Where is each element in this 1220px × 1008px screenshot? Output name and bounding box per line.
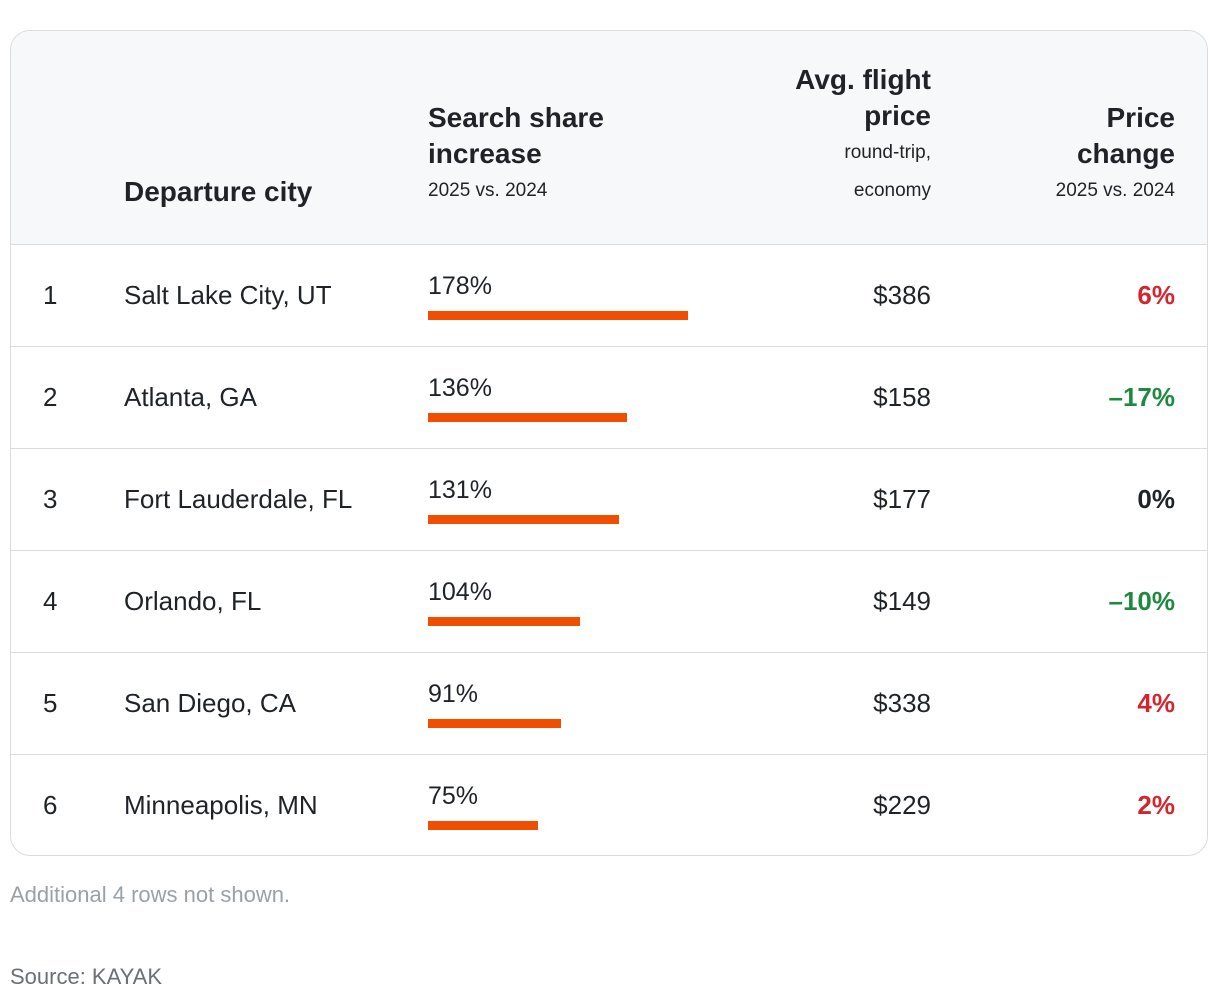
row-search-share: 91% [428, 679, 728, 739]
row-search-share: 75% [428, 781, 728, 841]
header-departure-city-title: Departure city [124, 176, 313, 207]
row-price-change: 6% [1137, 280, 1175, 310]
row-avg-price: $149 [873, 586, 931, 616]
search-share-bar [428, 311, 688, 320]
row-avg-price: $386 [873, 280, 931, 310]
row-price-change: –17% [1108, 382, 1176, 412]
search-share-label: 131% [428, 476, 492, 504]
row-price-change: 4% [1137, 688, 1175, 718]
row-avg-price: $229 [873, 790, 931, 820]
search-share-label: 178% [428, 272, 492, 300]
row-rank: 1 [43, 280, 58, 310]
row-avg-price: $158 [873, 382, 931, 412]
row-avg-price: $177 [873, 484, 931, 514]
row-search-share: 178% [428, 271, 728, 331]
row-search-share: 136% [428, 373, 728, 433]
header-price-subtitle-line1: round-trip, [844, 142, 931, 163]
table-row: 6 Minneapolis, MN 75% $229 2% [11, 755, 1207, 855]
header-avg-flight-price: Avg. flight price round-trip, economy [711, 62, 931, 210]
header-change-subtitle: 2025 vs. 2024 [1055, 180, 1175, 201]
header-price-title-line1: Avg. flight [795, 64, 931, 95]
search-share-bar [428, 617, 580, 626]
table-row: 3 Fort Lauderdale, FL 131% $177 0% [11, 449, 1207, 551]
table-header: Departure city Search share increase 202… [11, 31, 1207, 245]
header-price-title-line2: price [864, 100, 931, 131]
row-avg-price: $338 [873, 688, 931, 718]
footnote: Additional 4 rows not shown. [10, 882, 291, 907]
row-price-change: 2% [1137, 790, 1175, 820]
row-price-change: –10% [1108, 586, 1176, 616]
row-rank: 2 [43, 382, 58, 412]
table-row: 4 Orlando, FL 104% $149 –10% [11, 551, 1207, 653]
search-share-bar [428, 719, 561, 728]
search-share-bar [428, 821, 538, 830]
row-city: San Diego, CA [124, 688, 296, 718]
header-change-title-line1: Price [1106, 102, 1176, 133]
search-share-label: 75% [428, 782, 479, 810]
search-share-label: 104% [428, 578, 492, 606]
table-row: 1 Salt Lake City, UT 178% $386 6% [11, 245, 1207, 347]
row-rank: 6 [43, 790, 58, 820]
row-price-change: 0% [1137, 484, 1175, 514]
row-rank: 5 [43, 688, 58, 718]
search-share-bar [428, 515, 619, 524]
source-note: Source: KAYAK [10, 964, 163, 989]
row-search-share: 104% [428, 577, 728, 637]
header-price-subtitle-line2: economy [853, 180, 931, 201]
header-search-share: Search share increase 2025 vs. 2024 [428, 100, 688, 210]
row-city: Atlanta, GA [124, 382, 257, 412]
header-search-share-title: Search share increase [428, 102, 604, 169]
table-row: 5 San Diego, CA 91% $338 4% [11, 653, 1207, 755]
header-change-title-line2: change [1076, 138, 1175, 169]
search-share-label: 136% [428, 374, 492, 402]
header-search-share-subtitle: 2025 vs. 2024 [428, 180, 548, 201]
row-city: Minneapolis, MN [124, 790, 318, 820]
row-rank: 4 [43, 586, 58, 616]
table-row: 2 Atlanta, GA 136% $158 –17% [11, 347, 1207, 449]
header-price-change: Price change 2025 vs. 2024 [955, 100, 1175, 210]
data-table: Departure city Search share increase 202… [10, 30, 1208, 856]
search-share-label: 91% [428, 680, 479, 708]
row-city: Fort Lauderdale, FL [124, 484, 353, 514]
row-search-share: 131% [428, 475, 728, 535]
search-share-bar [428, 413, 627, 422]
row-city: Salt Lake City, UT [124, 280, 332, 310]
row-rank: 3 [43, 484, 58, 514]
header-departure-city: Departure city [124, 174, 312, 210]
row-city: Orlando, FL [124, 586, 262, 616]
